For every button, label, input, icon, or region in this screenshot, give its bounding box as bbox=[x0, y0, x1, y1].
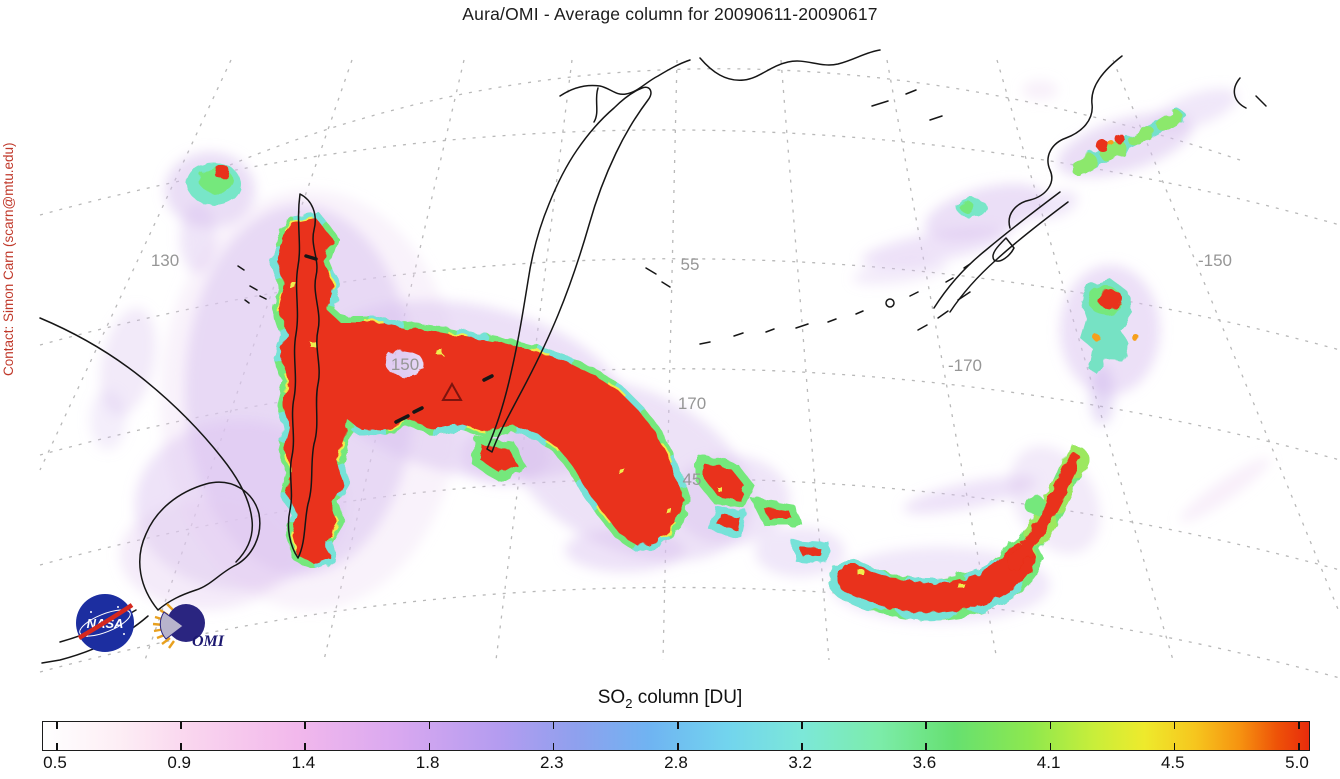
colorbar-tick bbox=[1298, 722, 1300, 729]
colorbar-tick-label: 1.4 bbox=[291, 753, 316, 772]
colorbar-tick bbox=[925, 743, 927, 750]
colorbar-tick-label: 5.0 bbox=[1285, 753, 1309, 772]
colorbar bbox=[42, 721, 1310, 751]
colorbar-tick-label: 0.5 bbox=[43, 753, 67, 772]
volcano-triangle-marker bbox=[441, 381, 463, 401]
colorbar-tick bbox=[304, 743, 306, 750]
colorbar-tick bbox=[1298, 743, 1300, 750]
grid-label--170: -170 bbox=[947, 356, 983, 375]
omi-pie-circle bbox=[167, 604, 205, 642]
grid-label--150: -150 bbox=[1197, 251, 1233, 270]
colorbar-tick bbox=[304, 722, 306, 729]
colorbar-tick bbox=[1049, 722, 1052, 729]
grid-label-55: 55 bbox=[680, 255, 700, 274]
colorbar-tick bbox=[56, 743, 58, 750]
map-area: 130 150 170 -170 -150 55 45 bbox=[0, 30, 1340, 690]
colorbar-tick-label: 1.8 bbox=[415, 753, 440, 772]
so2-halo-layer bbox=[90, 80, 1271, 623]
page-title: Aura/OMI - Average column for 20090611-2… bbox=[462, 4, 878, 24]
so2-plume-layer bbox=[187, 109, 1185, 621]
colorbar-title-pre: SO bbox=[597, 687, 626, 708]
colorbar-tick-label: 0.9 bbox=[167, 753, 192, 772]
colorbar-tick-label: 2.3 bbox=[539, 753, 564, 772]
grid-labels: 130 150 170 -170 -150 55 45 bbox=[150, 251, 1233, 489]
colorbar-tick bbox=[552, 743, 555, 750]
grid-label-150: 150 bbox=[390, 355, 420, 374]
nasa-logo: NASA bbox=[74, 592, 136, 654]
colorbar-title: SO2 column [DU] bbox=[0, 687, 1340, 711]
colorbar-tick bbox=[428, 722, 431, 729]
omi-logo: OMI bbox=[142, 596, 234, 654]
nasa-orbit-ellipse bbox=[79, 609, 131, 637]
colorbar-title-sub: 2 bbox=[625, 695, 633, 711]
colorbar-tick bbox=[180, 743, 182, 750]
map-canvas bbox=[39, 49, 1340, 679]
omi-pie-wedge bbox=[159, 611, 184, 640]
nasa-swoosh bbox=[77, 603, 134, 640]
colorbar-tick-label: 2.8 bbox=[664, 753, 688, 772]
coastlines bbox=[39, 49, 1267, 664]
grid-label-130: 130 bbox=[150, 251, 180, 270]
colorbar-tick bbox=[925, 722, 927, 729]
omi-logo-text: OMI bbox=[192, 633, 225, 650]
colorbar-tick bbox=[1049, 743, 1052, 750]
colorbar-tick bbox=[677, 722, 679, 729]
colorbar-tick bbox=[677, 743, 679, 750]
colorbar-tick bbox=[428, 743, 431, 750]
colorbar-tick bbox=[801, 743, 803, 750]
colorbar-tick-label: 3.6 bbox=[912, 753, 937, 772]
colorbar-tick bbox=[552, 722, 555, 729]
colorbar-title-post: column [DU] bbox=[632, 687, 743, 708]
colorbar-tick bbox=[180, 722, 182, 729]
colorbar-tick bbox=[1173, 743, 1176, 750]
grid-label-170: 170 bbox=[677, 394, 707, 413]
colorbar-tick-label: 4.1 bbox=[1036, 753, 1061, 772]
colorbar-tick-label: 4.5 bbox=[1160, 753, 1185, 772]
colorbar-tick bbox=[56, 722, 58, 729]
colorbar-tick-labels: 0.5 0.9 1.4 1.8 2.3 2.8 3.2 3.6 4.1 4.5 5.0 bbox=[42, 753, 1310, 777]
colorbar-tick-label: 3.2 bbox=[788, 753, 813, 772]
grid-label-45: 45 bbox=[682, 470, 702, 489]
colorbar-tick bbox=[801, 722, 803, 729]
colorbar-tick bbox=[1173, 722, 1176, 729]
